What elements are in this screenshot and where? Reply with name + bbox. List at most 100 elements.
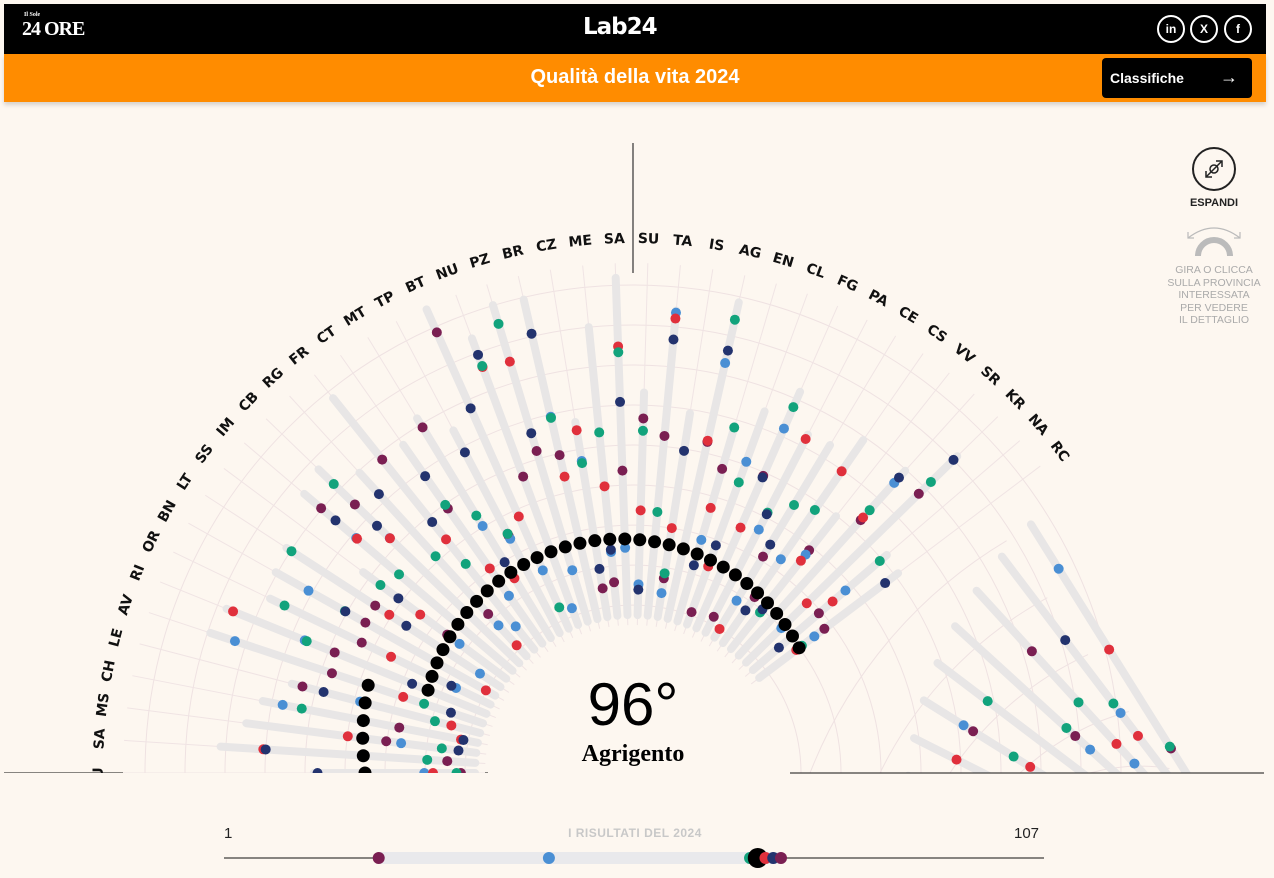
indicator-dot xyxy=(531,446,542,457)
province-label: SU xyxy=(638,231,660,248)
range-bar xyxy=(467,334,583,629)
range-bar xyxy=(359,568,511,683)
indicator-dot xyxy=(1111,738,1122,749)
indicator-dot xyxy=(635,505,646,516)
indicator-dot xyxy=(431,327,442,338)
province-label: CE xyxy=(895,303,920,327)
expand-arrows-icon xyxy=(1205,160,1223,178)
expand-button[interactable] xyxy=(1192,147,1236,191)
top-bar: Il Sole 24 ORE Lab24 in X f xyxy=(4,4,1266,54)
province-label: KR xyxy=(1002,386,1029,413)
province-label: BT xyxy=(403,274,428,297)
indicator-dot xyxy=(301,636,312,647)
province-label: SA xyxy=(604,231,626,248)
results-range-bar[interactable] xyxy=(0,840,1274,878)
indicator-dot xyxy=(493,318,504,329)
indicator-dot xyxy=(371,520,382,531)
indicator-dot xyxy=(554,450,565,461)
indicator-dot xyxy=(401,620,412,631)
overall-dot xyxy=(728,568,742,582)
range-max: 107 xyxy=(1014,825,1040,842)
overall-dot xyxy=(740,577,754,591)
indicator-dot xyxy=(958,720,969,731)
province-label: OR xyxy=(140,528,164,556)
indicator-dot xyxy=(659,430,670,441)
sole24ore-logo[interactable]: Il Sole 24 ORE xyxy=(22,12,85,41)
indicator-dot xyxy=(795,555,806,566)
indicator-dot xyxy=(571,425,582,436)
indicator-dot xyxy=(415,609,426,620)
indicator-dot xyxy=(326,668,337,679)
title-banner: Qualità della vita 2024 Classifiche → xyxy=(4,54,1266,102)
province-label: U xyxy=(91,767,107,775)
lab24-logo[interactable]: Lab24 xyxy=(583,14,658,40)
selected-province-name: Agrigento xyxy=(581,741,685,767)
grid-ring xyxy=(384,524,882,774)
indicator-dot xyxy=(753,524,764,535)
overall-dot xyxy=(530,551,544,565)
province-label: EN xyxy=(771,250,796,271)
indicator-dot xyxy=(656,588,667,599)
indicator-dot xyxy=(430,551,441,562)
indicator-dot xyxy=(442,756,453,767)
indicator-dot xyxy=(465,403,476,414)
indicator-dot xyxy=(471,510,482,521)
linkedin-icon[interactable]: in xyxy=(1157,15,1185,43)
indicator-dot xyxy=(422,754,433,765)
indicator-dot xyxy=(577,458,588,469)
indicator-dot xyxy=(394,722,405,733)
indicator-dot xyxy=(370,600,381,611)
overall-dot xyxy=(785,629,799,643)
indicator-dot xyxy=(384,533,395,544)
indicator-dot xyxy=(605,544,616,555)
indicator-dot xyxy=(446,720,457,731)
indicator-dot xyxy=(526,428,537,439)
province-label: NA xyxy=(1025,411,1052,439)
indicator-dot xyxy=(459,447,470,458)
indicator-dot xyxy=(1108,698,1119,709)
x-icon[interactable]: X xyxy=(1190,15,1218,43)
facebook-icon[interactable]: f xyxy=(1224,15,1252,43)
classifiche-button[interactable]: Classifiche → xyxy=(1102,58,1252,98)
grid-ring xyxy=(344,484,922,774)
province-label: RI xyxy=(127,563,148,584)
indicator-dot xyxy=(518,471,529,482)
indicator-dot xyxy=(493,620,504,631)
indicator-dot xyxy=(393,593,404,604)
indicator-dot xyxy=(296,703,307,714)
overall-dot xyxy=(356,731,370,745)
range-bar xyxy=(910,734,996,775)
indicator-dot xyxy=(446,680,457,691)
indicator-dot xyxy=(1104,644,1115,655)
grid-ring xyxy=(144,284,1122,774)
indicator-dot xyxy=(800,433,811,444)
province-label: CZ xyxy=(535,237,558,256)
indicator-dot xyxy=(729,314,740,325)
overall-dot xyxy=(470,594,484,608)
range-bar xyxy=(643,306,681,620)
indicator-dot xyxy=(1026,646,1037,657)
indicator-dot xyxy=(1132,730,1143,741)
indicator-dot xyxy=(609,577,620,588)
indicator-dot xyxy=(407,678,418,689)
indicator-dot xyxy=(599,481,610,492)
indicator-dot xyxy=(526,328,537,339)
grid-ring xyxy=(424,564,842,774)
province-label: NU xyxy=(434,261,461,284)
province-label: SR xyxy=(977,363,1003,389)
indicator-dot xyxy=(913,488,924,499)
indicator-dot xyxy=(717,463,728,474)
indicator-dot xyxy=(342,731,353,742)
indicator-dot xyxy=(666,523,677,534)
indicator-dot xyxy=(328,479,339,490)
indicator-dot xyxy=(260,744,271,755)
indicator-dot xyxy=(567,565,578,576)
indicator-dot xyxy=(864,505,875,516)
indicator-dot xyxy=(615,396,626,407)
overall-dot xyxy=(544,545,558,559)
indicator-dot xyxy=(384,609,395,620)
province-label: PZ xyxy=(468,251,492,272)
indicator-dot xyxy=(473,349,484,360)
overall-dot xyxy=(573,536,587,550)
